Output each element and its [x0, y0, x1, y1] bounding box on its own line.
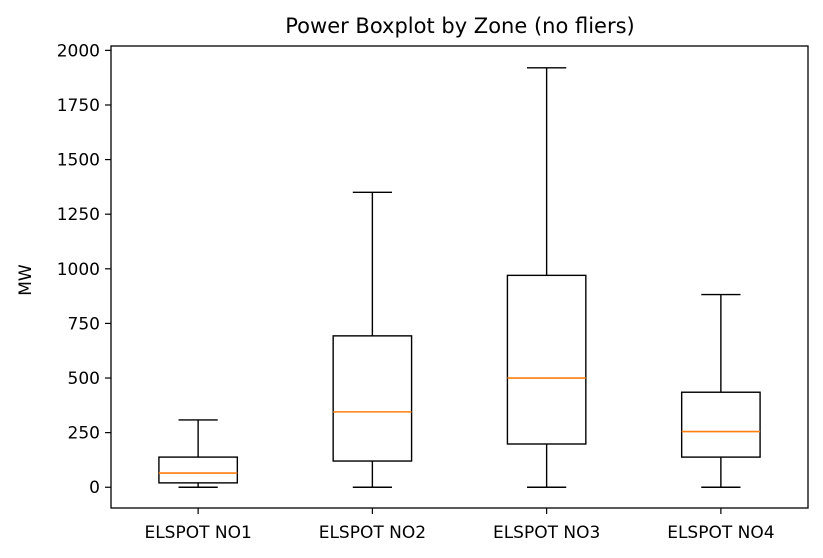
y-tick-label: 1750 — [57, 96, 100, 116]
box-1 — [158, 419, 239, 488]
y-tick-label: 250 — [68, 424, 100, 444]
y-tick-label: 2000 — [57, 41, 100, 61]
x-tick-label: ELSPOT NO3 — [493, 523, 600, 543]
y-tick-label: 1250 — [57, 205, 100, 225]
y-tick-label: 1500 — [57, 151, 100, 171]
y-tick-label: 750 — [68, 314, 100, 334]
box-2 — [332, 191, 413, 488]
y-tick-label: 1000 — [57, 260, 100, 280]
iqr-box — [506, 274, 587, 445]
box-3 — [506, 67, 587, 488]
plot-area: 0 250 500 750 1000 1250 1500 1750 2000 ELSPOT NO1… — [57, 41, 809, 543]
x-tick-label: ELSPOT NO4 — [667, 523, 774, 543]
iqr-box — [680, 391, 761, 458]
chart-title: Power Boxplot by Zone (no fliers) — [285, 14, 634, 38]
y-tick-label: 500 — [68, 369, 100, 389]
y-tick-label: 0 — [89, 478, 100, 498]
y-axis-label: MW — [16, 264, 36, 296]
plot-frame — [110, 45, 809, 509]
iqr-box — [332, 335, 413, 462]
x-tick-label: ELSPOT NO2 — [319, 523, 426, 543]
iqr-box — [158, 456, 239, 484]
x-tick-label: ELSPOT NO1 — [144, 523, 251, 543]
box-4 — [680, 293, 761, 488]
